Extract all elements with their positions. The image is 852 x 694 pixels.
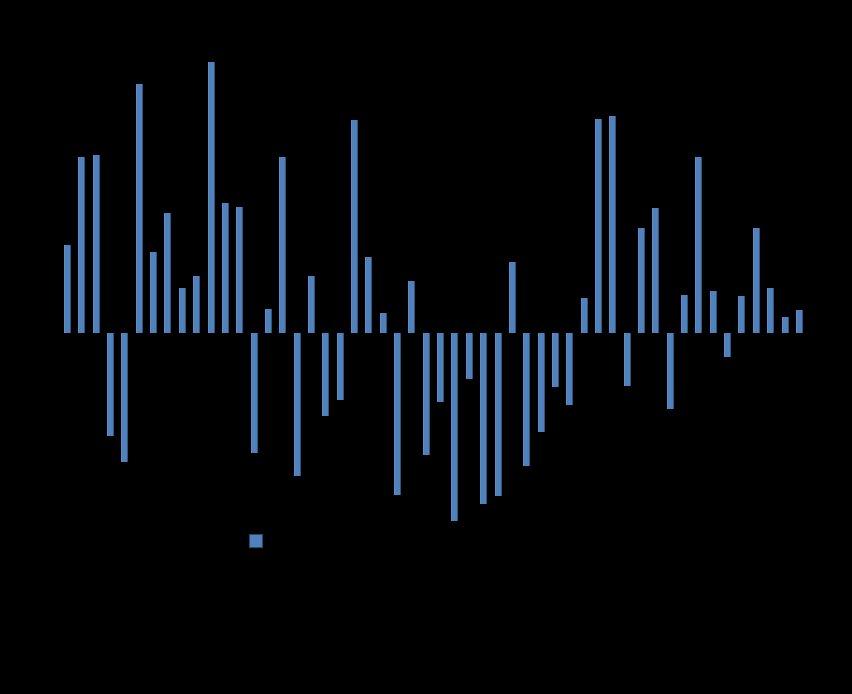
bar-47	[724, 333, 732, 357]
bar-37	[580, 298, 588, 333]
bar-46	[709, 291, 717, 333]
bar-2	[78, 157, 86, 333]
bar-38	[594, 119, 602, 333]
bar-10	[193, 276, 201, 333]
bar-50	[767, 288, 775, 333]
bar-28	[451, 333, 459, 521]
bar-44	[681, 295, 688, 333]
bar-24	[394, 333, 402, 495]
bar-7	[150, 252, 158, 333]
bar-21	[351, 120, 358, 333]
bar-4	[107, 333, 114, 436]
bar-20	[336, 333, 344, 400]
bar-18	[307, 276, 315, 333]
bar-3	[92, 155, 100, 333]
bar-9	[178, 288, 186, 333]
bar-51	[781, 317, 789, 333]
bar-45	[695, 157, 703, 333]
bar-36	[566, 333, 574, 405]
bar-52	[795, 310, 803, 333]
bar-23	[379, 313, 387, 333]
bar-39	[609, 116, 617, 333]
bar-40	[623, 333, 631, 386]
bar-27	[437, 333, 445, 402]
bar-25	[408, 281, 416, 333]
bar-22	[365, 257, 373, 333]
bar-49	[752, 228, 760, 333]
bar-34	[537, 333, 545, 432]
bar-1	[64, 245, 71, 333]
bar-15	[264, 309, 272, 333]
bar-35	[551, 333, 559, 387]
bar-12	[221, 203, 229, 333]
bar-29	[465, 333, 473, 379]
bar-43	[666, 333, 674, 409]
bar-6	[135, 84, 143, 333]
bar-32	[508, 262, 516, 333]
bar-13	[236, 207, 244, 333]
bar-5	[121, 333, 129, 462]
bar-48	[738, 296, 746, 333]
bar-26	[422, 333, 430, 455]
bar-11	[207, 62, 215, 333]
bar-8	[164, 213, 172, 333]
bar-16	[279, 157, 287, 333]
bar-33	[523, 333, 531, 466]
bar-17	[293, 333, 301, 476]
legend-marker-icon	[249, 534, 263, 548]
bar-19	[322, 333, 330, 416]
bar-14	[250, 333, 258, 453]
bar-41	[638, 228, 645, 333]
bar-31	[494, 333, 502, 496]
bar-42	[652, 208, 660, 333]
bar-30	[480, 333, 488, 504]
